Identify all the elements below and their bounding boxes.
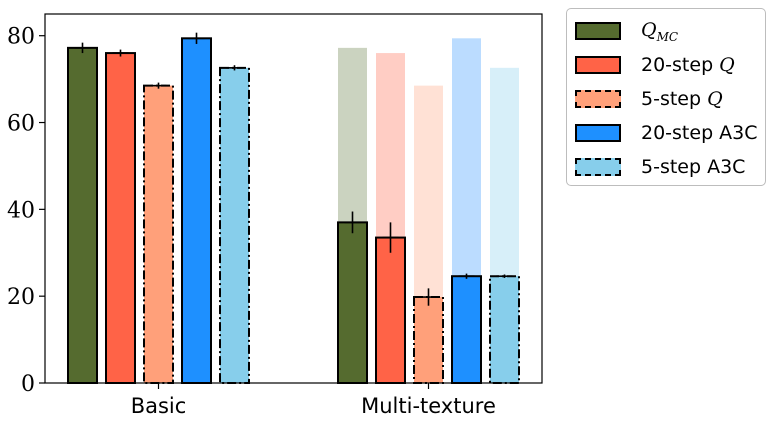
- y-tick-label: 20: [7, 285, 35, 310]
- y-tick-label: 60: [7, 112, 35, 137]
- bar: [375, 236, 406, 384]
- x-tick-label: Multi-texture: [361, 394, 496, 418]
- bar: [413, 296, 444, 384]
- bar: [105, 52, 136, 384]
- chart-legend: QMC 20-step Q 5-step Q 20-step A3C 5-step A3…: [566, 8, 766, 186]
- bar: [451, 275, 482, 384]
- legend-swatch: [575, 56, 621, 74]
- plot-frame: [44, 13, 543, 384]
- bar: [337, 221, 368, 384]
- y-tick-label: 0: [21, 372, 35, 397]
- legend-item: 5-step Q: [575, 87, 723, 111]
- legend-label: 20-step A3C: [641, 122, 758, 144]
- legend-label: 20-step Q: [641, 54, 735, 76]
- bar: [67, 46, 98, 384]
- legend-swatch: [575, 158, 621, 176]
- bar: [143, 84, 174, 384]
- legend-swatch: [575, 124, 621, 142]
- legend-label: 5-step A3C: [641, 156, 746, 178]
- y-tick-label: 40: [7, 198, 35, 223]
- legend-item: QMC: [575, 19, 678, 43]
- bar: [219, 66, 250, 384]
- x-tick-label: Basic: [131, 394, 187, 418]
- bar: [181, 37, 212, 385]
- legend-item: 20-step Q: [575, 53, 735, 77]
- legend-item: 5-step A3C: [575, 155, 745, 179]
- bar: [489, 275, 520, 384]
- legend-swatch: [575, 90, 621, 108]
- y-tick-label: 80: [7, 25, 35, 50]
- legend-label: 5-step Q: [641, 88, 723, 110]
- legend-label: QMC: [641, 18, 679, 44]
- legend-item: 20-step A3C: [575, 121, 758, 145]
- legend-swatch: [575, 22, 621, 40]
